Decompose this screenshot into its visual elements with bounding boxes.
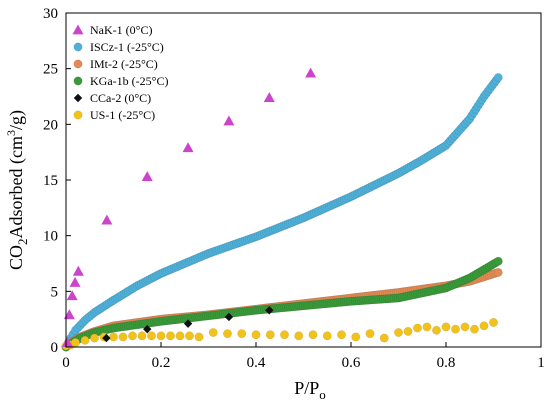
y-tick-label: 0 [51, 340, 59, 356]
data-point [394, 328, 403, 337]
x-tick-label: 0.8 [437, 355, 456, 371]
data-point [365, 329, 375, 339]
data-point [224, 312, 234, 322]
series-5 [102, 306, 274, 343]
x-tick-label: 1 [537, 355, 545, 371]
series-2 [61, 73, 503, 352]
y-tick-label: 25 [43, 62, 58, 78]
data-point [182, 142, 194, 153]
y-tick-label: 15 [43, 173, 58, 189]
data-point [470, 324, 479, 334]
legend-marker [73, 76, 83, 86]
data-point [141, 171, 153, 182]
data-point [109, 332, 118, 342]
data-point [63, 309, 75, 320]
x-axis-title: P/Po [294, 378, 326, 402]
data-point [237, 329, 247, 339]
data-point [294, 331, 304, 341]
legend-marker [73, 110, 83, 120]
data-point [61, 337, 73, 347]
x-axis-title-main: P/P [294, 378, 319, 398]
data-point [351, 332, 361, 342]
data-point [265, 306, 274, 315]
data-point [265, 330, 275, 340]
legend-label: ISCz-1 (-25°C) [90, 40, 164, 54]
legend-marker [72, 24, 84, 35]
data-point [460, 322, 470, 332]
data-point [493, 256, 503, 266]
legend-label: KGa-1b (-25°C) [90, 74, 168, 88]
y-tick-label: 10 [43, 229, 58, 245]
data-point [118, 332, 128, 342]
data-point [175, 331, 185, 341]
data-point [280, 330, 289, 340]
legend-marker [73, 59, 83, 69]
y-axis-title-sub: 2 [15, 238, 30, 245]
y-axis-title: CO2Adsorbed (cm3/g) [4, 110, 30, 270]
data-point [147, 331, 156, 341]
y-axis-title-pre: CO [6, 245, 26, 270]
y-axis-title-mid: Adsorbed (cm [6, 136, 27, 238]
data-point [194, 332, 204, 342]
data-point [305, 67, 317, 78]
legend-label: NaK-1 (0°C) [90, 23, 152, 37]
data-point [166, 331, 175, 341]
data-point [143, 324, 152, 334]
data-point [66, 290, 78, 301]
data-point [185, 331, 194, 341]
y-axis-title-sup: 3 [4, 130, 18, 136]
data-point [102, 333, 111, 343]
series-1 [61, 67, 317, 347]
data-point [69, 276, 81, 287]
data-point [128, 331, 137, 341]
x-tick-label: 0.2 [152, 355, 171, 371]
data-point [80, 335, 90, 345]
legend-marker [73, 93, 83, 103]
data-point [489, 318, 498, 327]
data-point [337, 330, 346, 340]
x-axis-title-sub: o [319, 387, 326, 402]
data-point [263, 92, 275, 103]
data-point [422, 322, 432, 332]
data-point [183, 319, 193, 328]
data-point [223, 115, 235, 126]
legend-label: US-1 (-25°C) [90, 108, 155, 122]
y-axis-title-post: /g) [6, 110, 27, 130]
legend-label: CCa-2 (0°C) [90, 91, 151, 105]
data-point [441, 322, 451, 332]
legend-marker [73, 42, 83, 52]
plot-area [61, 67, 503, 352]
y-tick-label: 30 [43, 6, 58, 22]
data-point [71, 338, 80, 347]
data-point [403, 326, 413, 336]
data-point [451, 324, 460, 334]
data-point [223, 329, 232, 339]
data-point [479, 321, 489, 331]
data-point [72, 265, 84, 276]
data-point [308, 330, 318, 340]
y-tick-label: 20 [43, 117, 58, 133]
data-point [413, 323, 422, 333]
data-point [379, 333, 389, 343]
data-point [251, 330, 261, 340]
data-point [493, 267, 503, 277]
data-point [101, 214, 113, 225]
data-point [137, 331, 147, 341]
data-point [493, 73, 503, 83]
data-point [432, 325, 441, 335]
data-point [322, 331, 332, 341]
data-point [90, 333, 99, 343]
legend: NaK-1 (0°C) ISCz-1 (-25°C) IMt-2 (-25°C) KG… [72, 23, 168, 122]
x-tick-label: 0.6 [342, 355, 361, 371]
data-point [208, 328, 218, 337]
y-tick-label: 5 [51, 284, 59, 300]
legend-label: IMt-2 (-25°C) [90, 57, 158, 71]
x-tick-label: 0 [62, 355, 70, 371]
x-tick-label: 0.4 [247, 355, 266, 371]
data-point [156, 331, 166, 341]
